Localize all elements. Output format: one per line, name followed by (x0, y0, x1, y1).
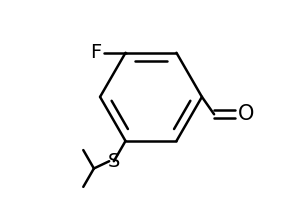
Text: S: S (108, 152, 120, 171)
Text: O: O (238, 104, 254, 124)
Text: F: F (91, 43, 102, 62)
